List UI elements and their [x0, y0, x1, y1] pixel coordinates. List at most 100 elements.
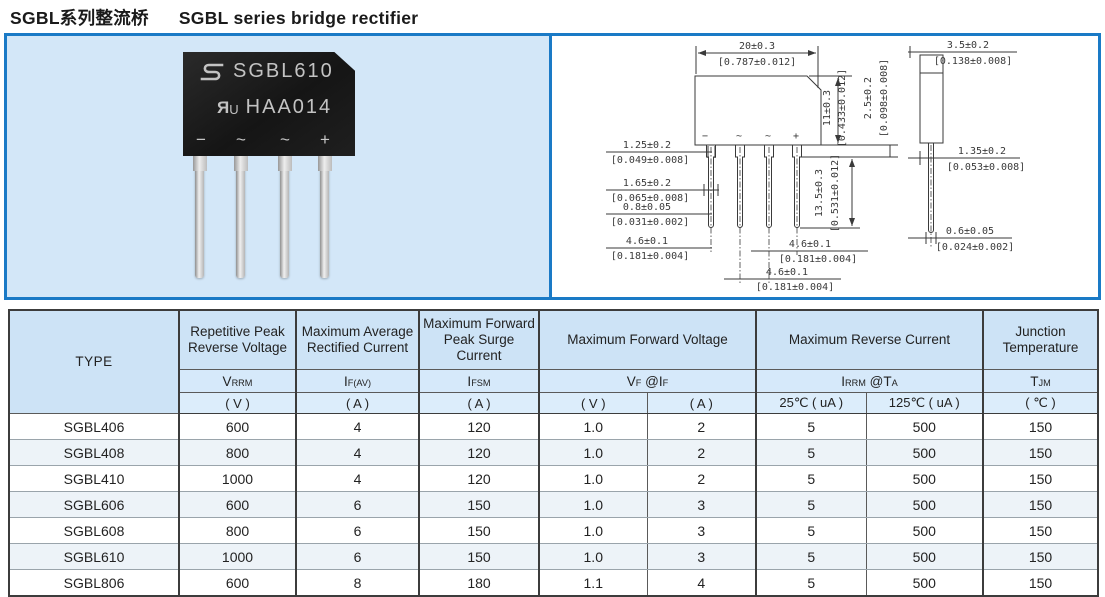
spec-value-cell: 150 — [982, 439, 1099, 466]
spec-value-cell: 3 — [646, 543, 756, 570]
column-header-vf: Maximum Forward Voltage — [538, 310, 756, 370]
side-dim-depth-inch: [0.138±0.008] — [934, 56, 1012, 67]
left-dimension-labels: 1.25±0.2 [0.049±0.008] 1.65±0.2 [0.065±0… — [606, 140, 719, 262]
spec-value-cell: 3 — [646, 517, 756, 544]
lot-code-marking: HAA014 — [245, 96, 333, 118]
spec-value-cell: 1.0 — [538, 413, 647, 440]
type-value-cell: SGBL608 — [8, 517, 179, 544]
spec-value-cell: 120 — [418, 465, 539, 492]
spec-value-cell: 1.0 — [538, 491, 647, 518]
spec-value-cell: 150 — [418, 517, 539, 544]
spec-value-cell: 1.1 — [538, 569, 647, 597]
spec-value-cell: 150 — [418, 491, 539, 518]
front-body-outline — [694, 75, 822, 146]
spec-value-cell: 150 — [982, 569, 1099, 597]
symbol-ifav: IF(AV) — [295, 369, 419, 393]
spec-value-cell: 150 — [982, 517, 1099, 544]
spec-value-cell: 150 — [982, 465, 1099, 492]
side-dim-leadwidth-mm: 1.35±0.2 — [958, 146, 1006, 157]
terminal-mark-ac2: ~ — [280, 130, 290, 149]
spec-value-cell: 5 — [755, 569, 866, 597]
spec-table: TYPE Repetitive Peak Reverse Voltage Max… — [8, 309, 1100, 597]
dim-pitch-left-mm: 4.6±0.1 — [626, 236, 668, 247]
unit-row: ( V ) ( A ) ( A ) ( V ) ( A ) 25℃ ( uA )… — [9, 392, 1099, 414]
spec-value-cell: 8 — [295, 569, 419, 597]
column-header-ifav: Maximum Average Rectified Current — [295, 310, 419, 370]
dim-standoff-mm: 2.5±0.2 — [863, 77, 874, 119]
front-leads — [706, 145, 802, 283]
dim-lead-length-mm: 13.5±0.3 — [814, 169, 825, 217]
spec-value-cell: 6 — [295, 491, 419, 518]
type-value-cell: SGBL408 — [8, 439, 179, 466]
dim-height-inch: [0.433±0.012] — [837, 69, 848, 147]
side-view: 3.5±0.2 [0.138±0.008] 1.35±0.2 [0.053±0.… — [908, 40, 1025, 253]
spec-value-cell: 5 — [755, 439, 866, 466]
spec-value-cell: 120 — [418, 413, 539, 440]
drawing-terminal-ac1: ~ — [736, 131, 742, 142]
side-dim-leadthick-mm: 0.6±0.05 — [946, 226, 994, 237]
symbol-irrm: IRRM @TA — [754, 369, 984, 393]
spec-value-cell: 1000 — [178, 543, 296, 570]
dim-lead-thickness-mm: 0.8±0.05 — [623, 202, 671, 213]
terminal-mark-ac1: ~ — [236, 130, 246, 149]
column-header-ifsm: Maximum Forward Peak Surge Current — [418, 310, 539, 370]
bottom-dimension-labels: 4.6±0.1 [0.181±0.004] 4.6±0.1 [0.181±0.0… — [724, 239, 868, 293]
spec-value-cell: 4 — [295, 465, 419, 492]
spec-value-cell: 150 — [982, 413, 1099, 440]
spec-value-cell: 5 — [755, 413, 866, 440]
part-number-marking: SGBL610 — [233, 60, 334, 82]
spec-value-cell: 1.0 — [538, 465, 647, 492]
terminal-marks: − ~ ~ + — [183, 130, 355, 152]
spec-value-cell: 150 — [982, 491, 1099, 518]
marking-line1: SGBL610 — [199, 60, 334, 83]
table-row: SGBL606 600 6 150 1.0 3 5 500 150 — [8, 491, 1099, 518]
spec-value-cell: 150 — [982, 543, 1099, 570]
spec-table-body: SGBL406 600 4 120 1.0 2 5 500 150 SGBL408 800 4 120 1… — [8, 413, 1099, 597]
page-title: SGBL系列整流桥 SGBL series bridge rectifier — [10, 5, 418, 30]
dim-width-mm: 20±0.3 — [739, 41, 775, 52]
spec-value-cell: 1000 — [178, 465, 296, 492]
type-value-cell: SGBL410 — [8, 465, 179, 492]
spec-value-cell: 4 — [295, 413, 419, 440]
spec-value-cell: 500 — [865, 465, 984, 492]
spec-value-cell: 2 — [646, 439, 756, 466]
spec-value-cell: 500 — [865, 413, 984, 440]
chip-lead — [233, 156, 248, 278]
table-row: SGBL806 600 8 180 1.1 4 5 500 150 — [8, 569, 1099, 597]
ts-logo-icon — [200, 63, 224, 80]
panel-divider — [549, 36, 552, 297]
dim-pitch-right-mm: 4.6±0.1 — [789, 239, 831, 250]
spec-value-cell: 1.0 — [538, 543, 647, 570]
dim-pitch-center-mm: 4.6±0.1 — [766, 267, 808, 278]
type-value-cell: SGBL406 — [8, 413, 179, 440]
table-row: SGBL408 800 4 120 1.0 2 5 500 150 — [8, 439, 1099, 466]
table-row: SGBL610 1000 6 150 1.0 3 5 500 150 — [8, 543, 1099, 570]
terminal-mark-minus: − — [196, 130, 206, 149]
spec-value-cell: 600 — [178, 491, 296, 518]
dim-lead-tip-inch: [0.049±0.008] — [611, 155, 689, 166]
spec-value-cell: 4 — [295, 439, 419, 466]
spec-value-cell: 2 — [646, 413, 756, 440]
spec-value-cell: 800 — [178, 517, 296, 544]
terminal-mark-plus: + — [320, 130, 330, 149]
symbol-ifsm: IFSM — [418, 369, 539, 393]
title-chinese: SGBL系列整流桥 — [10, 8, 149, 28]
chip-lead — [277, 156, 292, 278]
spec-value-cell: 5 — [755, 543, 866, 570]
dimension-drawing: − ~ ~ + 20±0.3 [0.787±0.012] — [552, 36, 1098, 297]
symbol-vf: VF @IF — [538, 369, 756, 393]
dim-width-inch: [0.787±0.012] — [718, 57, 796, 68]
dim-pitch-center-inch: [0.181±0.004] — [756, 282, 834, 293]
spec-value-cell: 4 — [646, 569, 756, 597]
type-value-cell: SGBL606 — [8, 491, 179, 518]
unit-ifav: ( A ) — [295, 392, 419, 414]
title-english: SGBL series bridge rectifier — [178, 8, 419, 28]
side-dim-leadthick-inch: [0.024±0.002] — [936, 242, 1014, 253]
table-row: SGBL608 800 6 150 1.0 3 5 500 150 — [8, 517, 1099, 544]
spec-value-cell: 800 — [178, 439, 296, 466]
table-row: SGBL406 600 4 120 1.0 2 5 500 150 — [8, 413, 1099, 440]
spec-value-cell: 500 — [865, 439, 984, 466]
spec-value-cell: 1.0 — [538, 439, 647, 466]
